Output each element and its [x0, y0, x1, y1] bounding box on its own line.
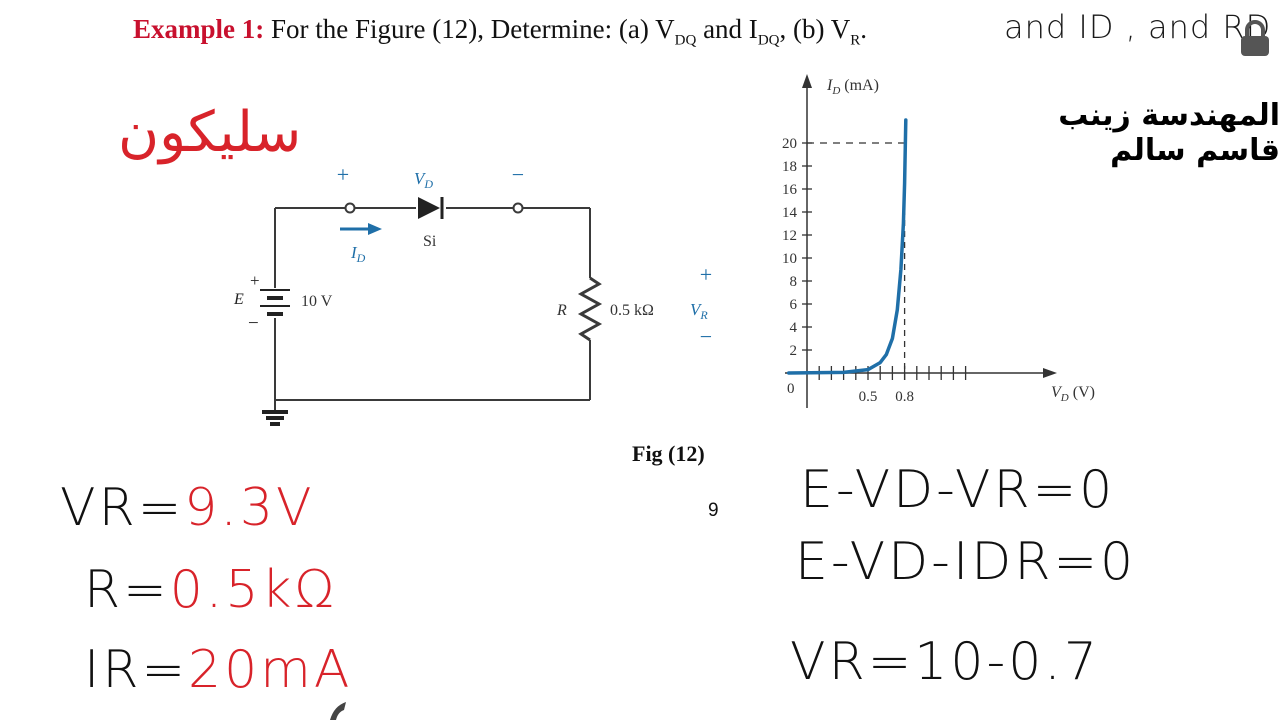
terminal-right [512, 202, 524, 214]
y-tick-label: 6 [790, 297, 798, 313]
circuit-diagram: + − VD Si ID + E − 10 V R 0.5 kΩ + VR − [233, 162, 712, 426]
diode-iv-chart: ID (mA) VD (V) 0 2 4 6 8 10 12 14 16 18 20 0.5 0.8 [782, 74, 1095, 408]
note-vr: VR=9.3V [60, 478, 315, 538]
si-label: Si [423, 233, 437, 250]
origin-label: 0 [787, 381, 795, 397]
resistor-symbol [577, 276, 603, 342]
vd-label: VD [414, 169, 433, 191]
page-title: Example 1: For the Figure (12), Determin… [133, 14, 867, 49]
kvl-equation-2: E-VD-IDR=0 [795, 532, 1137, 592]
id-label: ID [350, 243, 366, 265]
lock-icon[interactable] [1238, 18, 1272, 58]
y-axis-label: ID (mA) [826, 77, 879, 97]
vr-plus: + [700, 262, 712, 287]
y-tick-label: 8 [790, 274, 798, 290]
current-arrow-head [368, 223, 382, 235]
partial-decoration [330, 702, 346, 720]
vr-computation: VR=10-0.7 [790, 632, 1100, 692]
x-tick-label: 0.5 [859, 389, 878, 405]
battery-symbol [260, 289, 290, 316]
diode-curve-line [786, 118, 908, 375]
y-tick-label: 16 [782, 182, 798, 198]
vr-minus: − [700, 324, 712, 349]
battery-minus: − [248, 313, 259, 334]
note-ir: IR=20mA [84, 640, 353, 700]
r-label: R [556, 302, 567, 319]
battery-plus: + [250, 271, 260, 290]
note-r: R=0.5kΩ [84, 560, 338, 620]
plus-sign-left: + [337, 162, 349, 187]
handwritten-title-addition: and ID , and RD [1004, 8, 1272, 46]
handwritten-silicon-note: سليكون [118, 100, 302, 165]
page-number: 9 [708, 500, 719, 521]
y-tick-label: 12 [782, 228, 797, 244]
x-axis-arrow [1043, 368, 1057, 378]
vr-label: VR [690, 300, 708, 322]
y-tick-label: 10 [782, 251, 797, 267]
x-axis-label: VD (V) [1051, 384, 1095, 404]
ground-symbol [262, 410, 288, 426]
y-tick-label: 14 [782, 205, 798, 221]
minus-sign-right: − [512, 162, 524, 187]
r-value: 0.5 kΩ [610, 302, 654, 319]
y-tick-label: 18 [782, 159, 797, 175]
diode-symbol [418, 197, 440, 219]
y-tick-label: 20 [782, 136, 797, 152]
e-value: 10 V [301, 293, 333, 310]
terminal-left [344, 202, 356, 214]
author-name: المهندسة زينب قاسم سالم [1058, 98, 1280, 168]
y-axis-arrow [802, 74, 812, 88]
kvl-equation-1: E-VD-VR=0 [800, 460, 1116, 520]
e-label: E [233, 291, 244, 308]
figure-caption: Fig (12) [632, 441, 705, 466]
y-tick-label: 4 [790, 320, 798, 336]
y-tick-label: 2 [790, 343, 798, 359]
x-tick-label: 0.8 [895, 389, 914, 405]
